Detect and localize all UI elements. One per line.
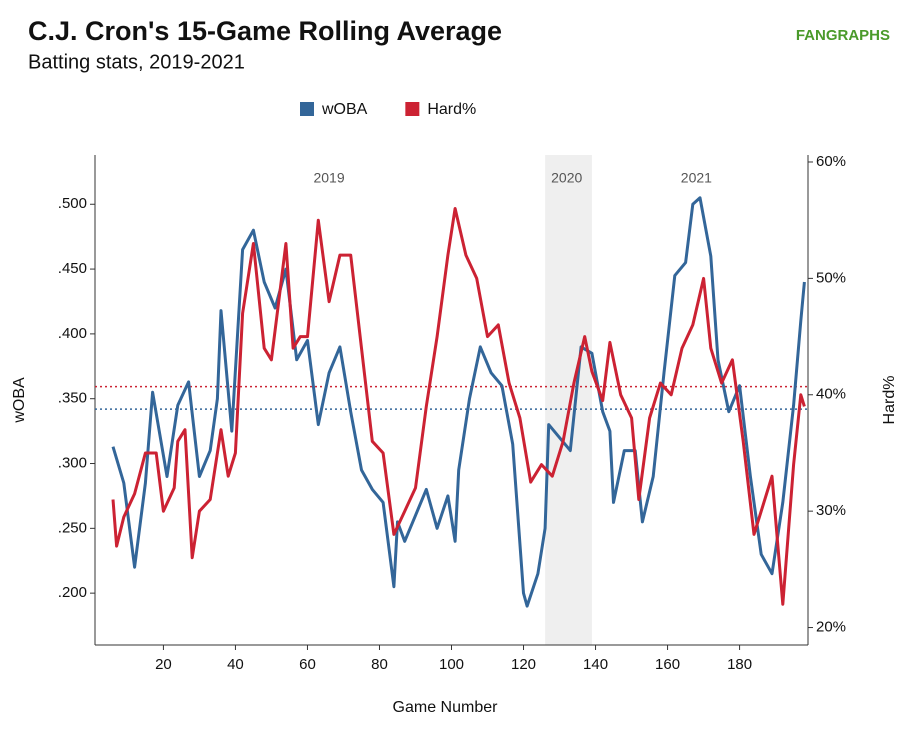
y-tick-label: .300	[58, 454, 87, 471]
legend-swatch	[405, 102, 420, 116]
x-tick-label: 120	[511, 656, 536, 673]
y-axis-title: wOBA	[11, 377, 28, 424]
y-tick-label: .200	[58, 584, 87, 601]
y2-tick-label: 30%	[816, 502, 846, 519]
x-tick-label: 60	[299, 656, 316, 673]
y-tick-label: .350	[58, 390, 87, 407]
y-tick-label: .500	[58, 195, 87, 212]
year-label: 2019	[313, 170, 344, 186]
year-label: 2020	[551, 170, 582, 186]
series-line	[111, 196, 806, 608]
x-tick-label: 80	[371, 656, 388, 673]
y2-tick-label: 50%	[816, 269, 846, 286]
y2-axis-title: Hard%	[881, 376, 898, 425]
x-tick-label: 40	[227, 656, 244, 673]
y2-tick-label: 20%	[816, 619, 846, 636]
y-tick-label: .400	[58, 325, 87, 342]
x-tick-label: 140	[583, 656, 608, 673]
x-tick-label: 100	[439, 656, 464, 673]
chart-subtitle: Batting stats, 2019-2021	[28, 51, 245, 73]
y2-tick-label: 40%	[816, 386, 846, 403]
chart-title: C.J. Cron's 15-Game Rolling Average	[28, 16, 502, 46]
legend-swatch	[300, 102, 314, 116]
y2-tick-label: 60%	[816, 153, 846, 170]
legend-label: wOBA	[321, 101, 368, 118]
x-tick-label: 20	[155, 656, 172, 673]
legend-label: Hard%	[427, 101, 476, 118]
y-tick-label: .450	[58, 260, 87, 277]
x-tick-label: 180	[727, 656, 752, 673]
logo: FANGRAPHS	[796, 27, 890, 44]
x-axis-title: Game Number	[393, 699, 499, 716]
year-label: 2021	[681, 170, 712, 186]
x-tick-label: 160	[655, 656, 680, 673]
shade-2020	[545, 155, 592, 645]
y-tick-label: .250	[58, 519, 87, 536]
series-line	[111, 207, 806, 606]
